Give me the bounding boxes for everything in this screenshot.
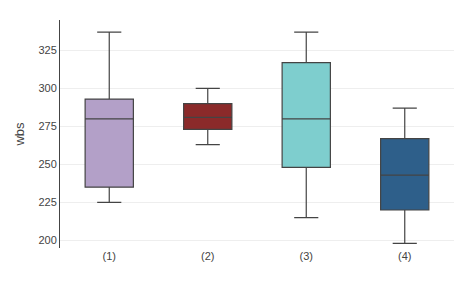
svg-text:(3): (3) xyxy=(300,250,313,262)
svg-text:250: 250 xyxy=(38,158,56,170)
svg-text:225: 225 xyxy=(38,196,56,208)
svg-text:275: 275 xyxy=(38,120,56,132)
svg-text:200: 200 xyxy=(38,234,56,246)
svg-text:(2): (2) xyxy=(201,250,214,262)
svg-text:(4): (4) xyxy=(398,250,411,262)
svg-text:(1): (1) xyxy=(103,250,116,262)
svg-text:wbs: wbs xyxy=(12,122,27,147)
svg-text:300: 300 xyxy=(38,82,56,94)
svg-text:325: 325 xyxy=(38,44,56,56)
